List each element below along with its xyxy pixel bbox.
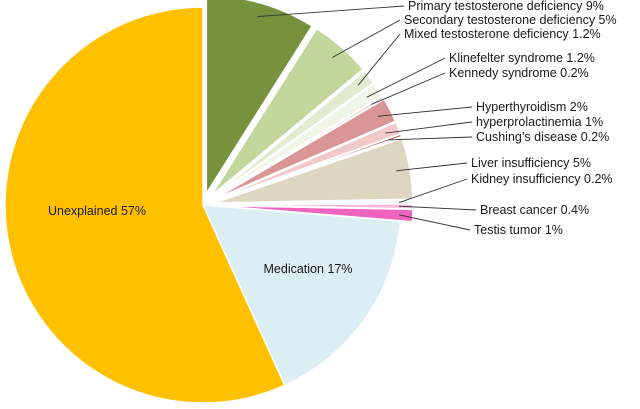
slice-unexplained — [4, 6, 286, 404]
label-medication: Medication 17% — [264, 262, 353, 276]
leader-kennedy-syndrome — [371, 72, 446, 105]
slice-medication — [201, 204, 402, 387]
label-breast-cancer: Breast cancer 0.4% — [480, 203, 589, 217]
slice-mixed-testosterone-deficiency — [212, 69, 375, 199]
slice-secondary-testosterone-deficiency — [210, 27, 365, 197]
leader-secondary-testosterone-deficiency — [332, 19, 401, 58]
label-liver-insufficiency: Liver insufficiency 5% — [471, 156, 591, 170]
label-klinefelter-syndrome: Klinefelter syndrome 1.2% — [449, 51, 595, 65]
pie-slices — [4, 0, 414, 404]
slice-labels: Primary testosterone deficiency 9%Second… — [48, 0, 617, 276]
leader-hyperprolactinemia — [385, 121, 473, 134]
slice-cushing-s-disease — [214, 133, 403, 202]
leader-liver-insufficiency — [396, 162, 468, 172]
label-kennedy-syndrome: Kennedy syndrome 0.2% — [449, 66, 589, 80]
label-mixed-testosterone-deficiency: Mixed testosterone deficiency 1.2% — [404, 27, 601, 41]
label-hyperprolactinemia: hyperprolactinemia 1% — [476, 115, 603, 129]
label-secondary-testosterone-deficiency: Secondary testosterone deficiency 5% — [404, 13, 617, 27]
slice-kennedy-syndrome — [212, 95, 385, 200]
label-cushing-s-disease: Cushing’s disease 0.2% — [476, 130, 609, 144]
leader-lines — [257, 5, 477, 231]
label-testis-tumor: Testis tumor 1% — [474, 223, 563, 237]
leader-klinefelter-syndrome — [366, 57, 446, 98]
leader-mixed-testosterone-deficiency — [357, 33, 401, 86]
label-primary-testosterone-deficiency: Primary testosterone deficiency 9% — [408, 0, 604, 13]
leader-hyperthyroidism — [377, 106, 473, 117]
leader-kidney-insufficiency — [398, 178, 468, 203]
leader-breast-cancer — [399, 205, 477, 211]
label-kidney-insufficiency: Kidney insufficiency 0.2% — [471, 172, 613, 186]
leader-testis-tumor — [398, 214, 471, 231]
leader-primary-testosterone-deficiency — [257, 5, 405, 18]
slice-liver-insufficiency — [214, 137, 414, 204]
leader-cushing-s-disease — [388, 136, 473, 141]
slice-primary-testosterone-deficiency — [205, 0, 314, 197]
label-unexplained: Unexplained 57% — [48, 204, 146, 218]
label-hyperthyroidism: Hyperthyroidism 2% — [476, 100, 588, 114]
